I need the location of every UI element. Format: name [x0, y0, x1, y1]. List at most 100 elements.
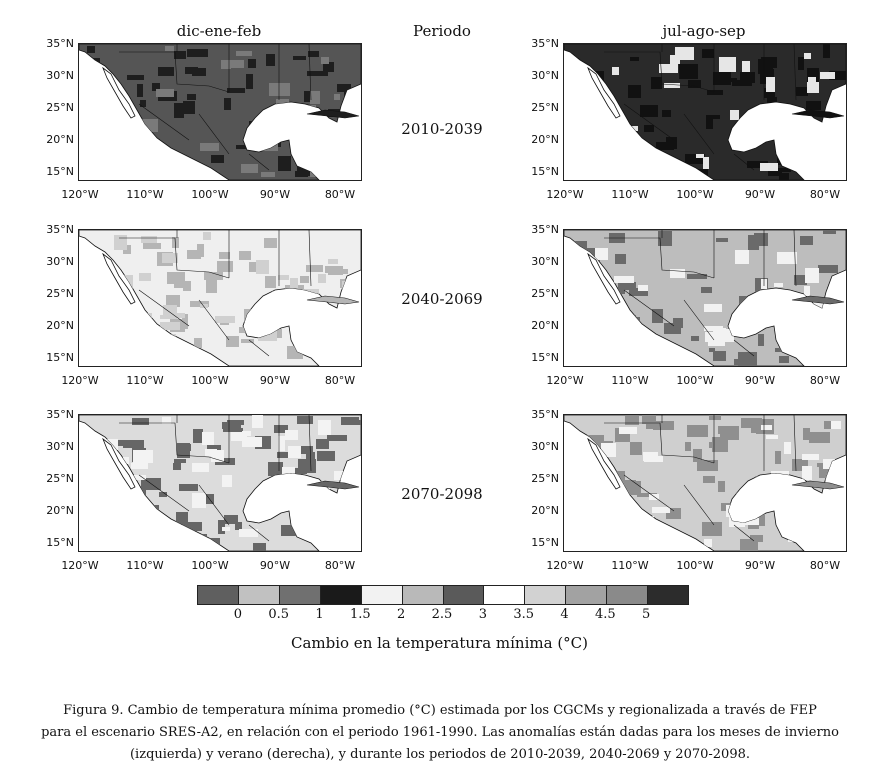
lon-tick-label: 100°W — [676, 374, 714, 387]
lon-tick-label: 120°W — [546, 188, 584, 201]
legend-tick-label: 2.5 — [431, 607, 453, 622]
lon-tick-label: 100°W — [676, 559, 714, 572]
legend-swatch — [607, 586, 649, 604]
lat-tick-label: 15°N — [531, 351, 559, 364]
lon-tick-label: 110°W — [126, 188, 164, 201]
legend-swatch — [320, 586, 362, 604]
lat-tick-label: 25°N — [531, 101, 559, 114]
lat-tick-label: 30°N — [531, 255, 559, 268]
lat-tick-label: 30°N — [46, 69, 74, 82]
lon-tick-label: 110°W — [126, 559, 164, 572]
map-panel-3-summer — [563, 414, 847, 552]
lat-tick-label: 15°N — [46, 165, 74, 178]
lat-tick-label: 15°N — [46, 536, 74, 549]
map-panel-2-winter — [78, 229, 362, 367]
lon-tick-label: 90°W — [259, 188, 291, 201]
lat-tick-label: 25°N — [46, 472, 74, 485]
lat-tick-label: 25°N — [531, 287, 559, 300]
legend-tick-label: 0.5 — [268, 607, 289, 622]
lon-tick-label: 100°W — [191, 559, 229, 572]
map-panel-3-winter — [78, 414, 362, 552]
legend-tick-label: 3 — [478, 607, 487, 622]
header-summer: jul-ago-sep — [662, 22, 746, 40]
lon-tick-label: 80°W — [809, 188, 841, 201]
legend-swatch — [402, 586, 444, 604]
header-winter: dic-ene-feb — [176, 22, 262, 40]
header-period: Periodo — [413, 22, 471, 40]
lon-tick-label: 110°W — [611, 188, 649, 201]
color-legend — [197, 585, 689, 605]
lat-tick-label: 25°N — [531, 472, 559, 485]
lon-tick-label: 90°W — [744, 374, 776, 387]
lon-tick-label: 110°W — [126, 374, 164, 387]
lat-tick-label: 35°N — [46, 408, 74, 421]
lat-tick-label: 35°N — [531, 223, 559, 236]
lat-tick-label: 20°N — [531, 504, 559, 517]
lon-tick-label: 90°W — [259, 374, 291, 387]
lat-tick-label: 25°N — [46, 101, 74, 114]
legend-swatch — [279, 586, 321, 604]
legend-swatch — [198, 586, 239, 604]
lon-tick-label: 100°W — [676, 188, 714, 201]
legend-tick-label: 1.5 — [349, 607, 371, 622]
lon-tick-label: 80°W — [809, 374, 841, 387]
legend-title: Cambio en la temperatura mínima (°C) — [290, 634, 589, 652]
legend-swatch — [361, 586, 403, 604]
figure-caption: Figura 9. Cambio de temperatura mínima p… — [30, 700, 850, 766]
lon-tick-label: 100°W — [191, 374, 229, 387]
lat-tick-label: 30°N — [531, 69, 559, 82]
lon-tick-label: 90°W — [259, 559, 291, 572]
legend-tick-label: 4 — [560, 607, 569, 622]
period-label-3: 2070-2098 — [401, 485, 483, 503]
lon-tick-label: 120°W — [546, 374, 584, 387]
lat-tick-label: 30°N — [531, 440, 559, 453]
lon-tick-label: 110°W — [611, 374, 649, 387]
lon-tick-label: 90°W — [744, 559, 776, 572]
lat-tick-label: 15°N — [531, 165, 559, 178]
lon-tick-label: 80°W — [324, 374, 356, 387]
lat-tick-label: 15°N — [531, 536, 559, 549]
lat-tick-label: 35°N — [46, 37, 74, 50]
legend-swatch — [484, 586, 526, 604]
lon-tick-label: 120°W — [546, 559, 584, 572]
legend-swatch — [525, 586, 567, 604]
lon-tick-label: 120°W — [61, 559, 99, 572]
lon-tick-label: 80°W — [324, 188, 356, 201]
lat-tick-label: 35°N — [46, 223, 74, 236]
lat-tick-label: 20°N — [46, 504, 74, 517]
caption-line-3: (izquierda) y verano (derecha), y durant… — [129, 747, 750, 762]
period-label-2: 2040-2069 — [401, 290, 483, 308]
lat-tick-label: 30°N — [46, 440, 74, 453]
legend-swatch — [566, 586, 608, 604]
caption-line-2: para el escenario SRES-A2, en relación c… — [41, 725, 839, 740]
map-panel-2-summer — [563, 229, 847, 367]
lat-tick-label: 35°N — [531, 408, 559, 421]
lon-tick-label: 120°W — [61, 188, 99, 201]
map-panel-1-summer — [563, 43, 847, 181]
legend-tick-label: 3.5 — [513, 607, 534, 622]
legend-tick-label: 4.5 — [594, 607, 616, 622]
lat-tick-label: 20°N — [46, 319, 74, 332]
legend-swatch — [238, 586, 280, 604]
lon-tick-label: 90°W — [744, 188, 776, 201]
period-label-1: 2010-2039 — [401, 120, 483, 138]
lat-tick-label: 30°N — [46, 255, 74, 268]
lon-tick-label: 80°W — [324, 559, 356, 572]
map-panel-1-winter — [78, 43, 362, 181]
caption-line-1: Figura 9. Cambio de temperatura mínima p… — [63, 703, 817, 718]
lon-tick-label: 110°W — [611, 559, 649, 572]
legend-tick-label: 0 — [233, 607, 242, 622]
lat-tick-label: 20°N — [46, 133, 74, 146]
lat-tick-label: 25°N — [46, 287, 74, 300]
lat-tick-label: 20°N — [531, 319, 559, 332]
legend-tick-label: 2 — [397, 607, 406, 622]
lon-tick-label: 80°W — [809, 559, 841, 572]
legend-swatch — [648, 586, 689, 604]
legend-tick-label: 1 — [315, 607, 324, 622]
lat-tick-label: 15°N — [46, 351, 74, 364]
lat-tick-label: 35°N — [531, 37, 559, 50]
lon-tick-label: 100°W — [191, 188, 229, 201]
lat-tick-label: 20°N — [531, 133, 559, 146]
legend-tick-label: 5 — [642, 607, 651, 622]
legend-swatch — [443, 586, 485, 604]
